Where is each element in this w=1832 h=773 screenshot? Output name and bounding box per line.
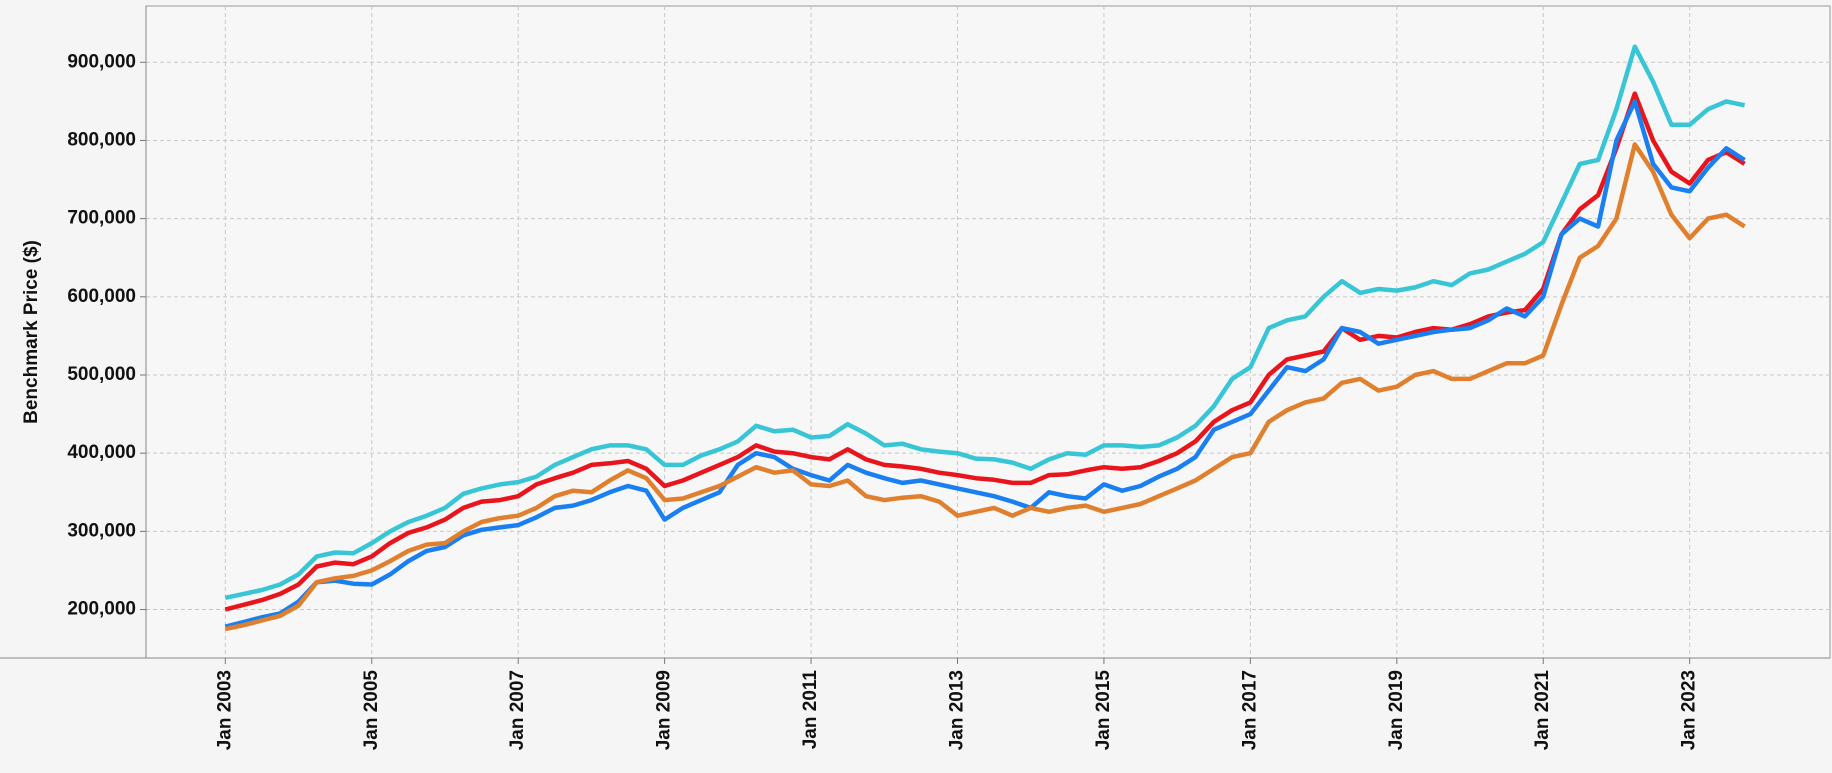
y-tick-label: 900,000 [67, 51, 136, 72]
x-tick-label: Jan 2009 [654, 670, 675, 750]
y-tick-label: 600,000 [67, 286, 136, 307]
x-tick-label: Jan 2021 [1532, 670, 1553, 751]
series-line [224, 142, 1746, 632]
y-axis-label: Benchmark Price ($) [21, 240, 42, 424]
plot-area [145, 5, 1831, 659]
x-tick-label: Jan 2011 [800, 670, 821, 750]
x-tick-label: Jan 2023 [1679, 670, 1700, 750]
y-tick-label: 400,000 [67, 442, 136, 463]
x-tick-label: Jan 2005 [361, 670, 382, 751]
x-tick-label: Jan 2015 [1093, 670, 1114, 751]
y-tick-label: 700,000 [67, 208, 136, 229]
x-tick-label: Jan 2003 [214, 670, 235, 750]
series-line [224, 44, 1746, 601]
x-tick-label: Jan 2007 [507, 670, 528, 750]
series-line [224, 99, 1746, 629]
y-tick-label: 200,000 [67, 599, 136, 620]
y-tick-label: 300,000 [67, 520, 136, 541]
y-tick-label: 500,000 [67, 364, 136, 385]
x-tick-label: Jan 2017 [1239, 670, 1260, 750]
x-tick-label: Jan 2013 [947, 670, 968, 750]
y-tick-label: 800,000 [67, 129, 136, 150]
x-tick-label: Jan 2019 [1386, 670, 1407, 750]
